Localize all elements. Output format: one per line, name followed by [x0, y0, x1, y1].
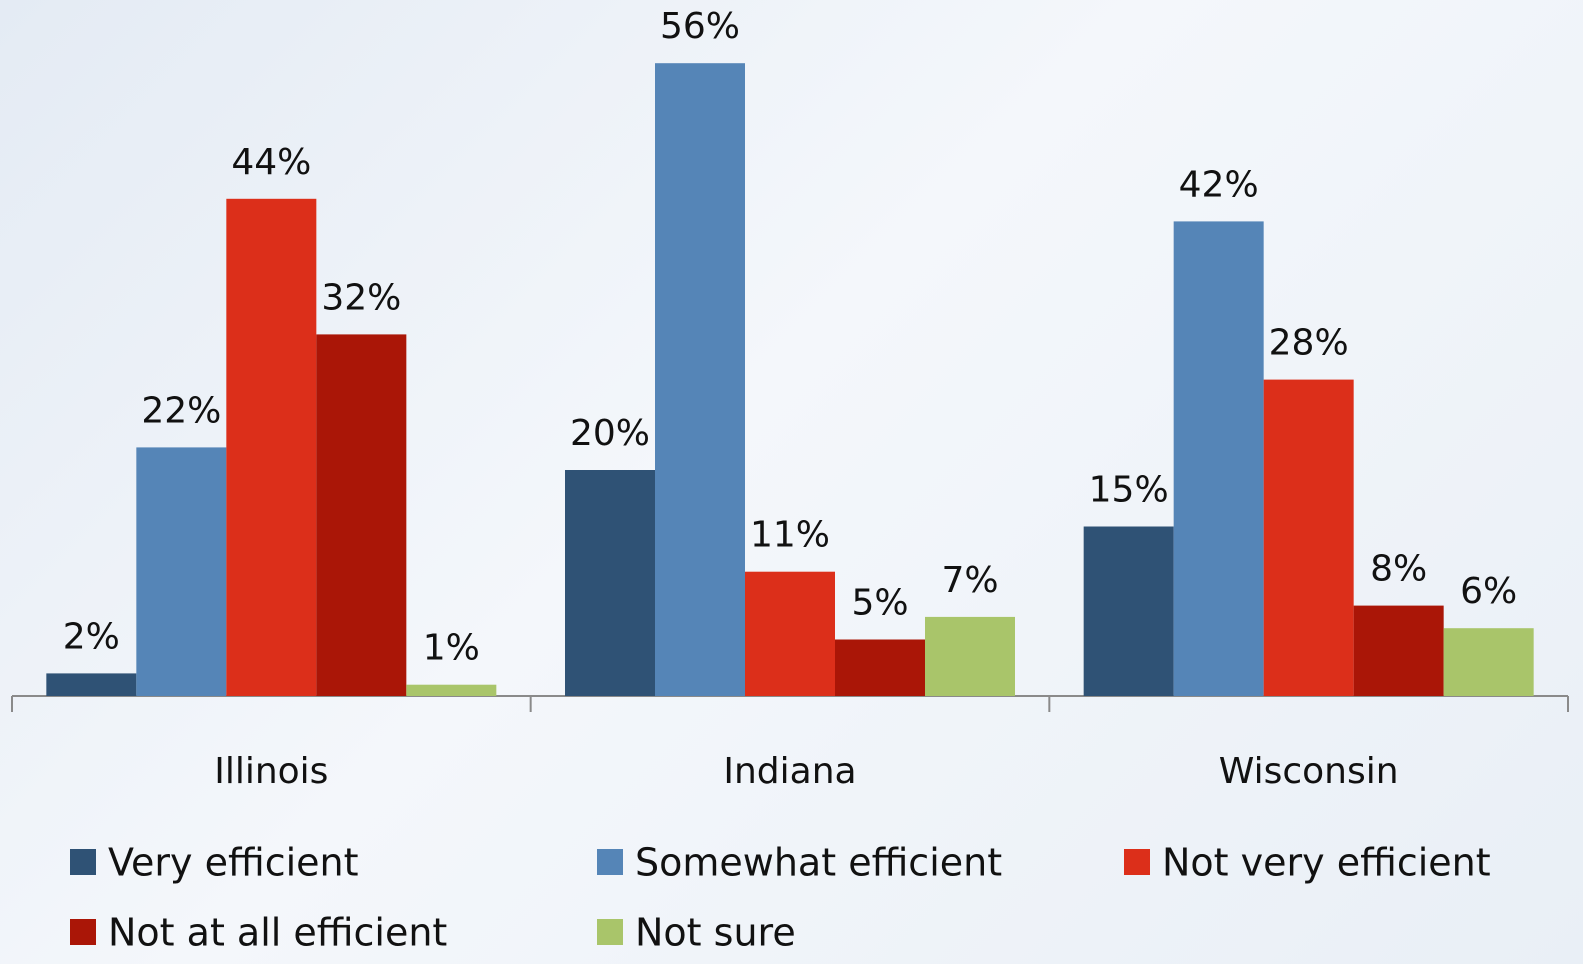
legend-label: Very efficient — [108, 841, 359, 885]
bar — [406, 684, 497, 696]
data-label: 1% — [423, 628, 480, 669]
bar — [136, 447, 227, 696]
legend-swatch — [70, 849, 96, 875]
data-label: 15% — [1089, 470, 1169, 511]
x-tick-label: Indiana — [723, 751, 856, 792]
bar — [1443, 628, 1534, 696]
bar — [226, 198, 317, 697]
legend-swatch — [597, 849, 623, 875]
bar — [565, 470, 655, 696]
legend-label: Somewhat efficient — [635, 841, 1002, 885]
bar — [316, 334, 407, 696]
data-label: 11% — [750, 515, 830, 556]
bar — [745, 571, 835, 696]
legend-swatch — [597, 919, 623, 945]
x-tick-label: Wisconsin — [1219, 751, 1399, 792]
data-label: 6% — [1460, 571, 1517, 612]
data-label: 56% — [660, 6, 740, 47]
legend-label: Not very efficient — [1162, 841, 1491, 885]
legend-label: Not sure — [635, 911, 796, 955]
data-label: 44% — [231, 142, 311, 183]
data-label: 20% — [570, 413, 650, 454]
data-label: 28% — [1269, 323, 1349, 364]
data-label: 2% — [63, 616, 120, 657]
data-label: 42% — [1179, 164, 1259, 205]
bar — [925, 616, 1015, 696]
bar — [1083, 526, 1174, 696]
legend-swatch — [1124, 849, 1150, 875]
data-label: 7% — [941, 560, 998, 601]
bar — [1173, 221, 1264, 696]
legend-swatch — [70, 919, 96, 945]
data-label: 32% — [321, 277, 401, 318]
data-label: 5% — [851, 583, 908, 624]
x-tick-label: Illinois — [214, 751, 328, 792]
legend-label: Not at all efficient — [108, 911, 447, 955]
bar — [1353, 605, 1444, 696]
data-label: 22% — [141, 390, 221, 431]
bar — [655, 63, 745, 696]
bar — [1263, 379, 1354, 696]
bar — [46, 673, 137, 696]
bar — [835, 639, 925, 696]
data-label: 8% — [1370, 549, 1427, 590]
